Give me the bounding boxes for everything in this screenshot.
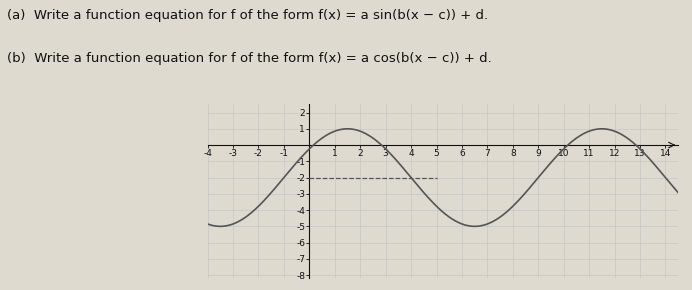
Text: (b)  Write a function equation for f of the form f(x) = a cos(b(x − c)) + d.: (b) Write a function equation for f of t… [7,52,492,65]
Text: (a)  Write a function equation for f of the form f(x) = a sin(b(x − c)) + d.: (a) Write a function equation for f of t… [7,9,488,22]
